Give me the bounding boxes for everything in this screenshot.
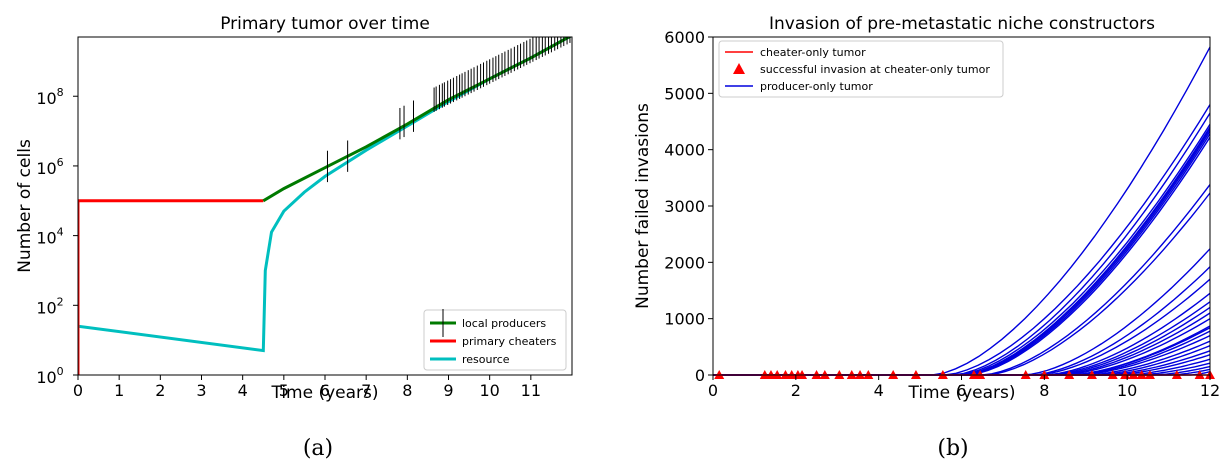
panel-b-x-ticks: 0 2 4 6 8 10 12 (708, 375, 1220, 400)
panel-a-title: Primary tumor over time (220, 14, 430, 34)
x-tick-label: 11 (521, 381, 541, 400)
x-tick-label: 0 (73, 381, 83, 400)
panel-a-legend: local producers primary cheaters resource (423, 309, 567, 371)
panel-a: Primary tumor over time Time (years) Num… (15, 14, 573, 461)
x-tick-label: 9 (443, 381, 453, 400)
legend-label: resource (462, 353, 510, 366)
y-tick-label: 0 (695, 366, 705, 385)
producer-line (713, 136, 1211, 376)
producer-line (713, 192, 1211, 376)
y-tick-label: 104 (36, 226, 63, 248)
producer-line (713, 350, 1211, 376)
x-tick-label: 10 (479, 381, 499, 400)
y-tick-label: 106 (36, 156, 63, 178)
panel-a-ylabel: Number of cells (15, 139, 35, 273)
producer-line (713, 292, 1211, 376)
x-tick-label: 4 (874, 381, 884, 400)
legend-label: successful invasion at cheater-only tumo… (760, 63, 990, 76)
x-tick-label: 1 (114, 381, 124, 400)
producer-line (713, 46, 1211, 376)
producer-line (713, 104, 1211, 376)
series-primary-cheaters (78, 199, 264, 375)
x-tick-label: 7 (361, 381, 371, 400)
producer-line (713, 123, 1211, 376)
producer-line (713, 128, 1211, 376)
panel-b-y-ticks: 0 1000 2000 3000 4000 5000 6000 (664, 28, 713, 385)
producer-line (713, 126, 1211, 376)
producer-line (713, 312, 1211, 376)
y-tick-label: 100 (36, 365, 63, 387)
panel-a-xlabel: Time (years) (270, 383, 378, 403)
legend-label: cheater-only tumor (760, 46, 866, 59)
panel-b-series (713, 46, 1211, 376)
x-tick-label: 4 (238, 381, 248, 400)
producer-line (713, 112, 1211, 376)
legend-label: local producers (462, 317, 546, 330)
y-tick-label: 6000 (664, 28, 705, 47)
producer-line (713, 278, 1211, 376)
panel-b-caption: (b) (937, 436, 968, 461)
x-tick-label: 12 (1200, 381, 1220, 400)
producer-line (713, 345, 1211, 376)
x-tick-label: 0 (708, 381, 718, 400)
legend-box (718, 40, 1004, 98)
legend-label: producer-only tumor (760, 80, 873, 93)
y-tick-label: 2000 (664, 253, 705, 272)
x-tick-label: 8 (402, 381, 412, 400)
panel-a-x-ticks: 0 1 2 3 4 5 6 7 8 9 10 11 (73, 375, 541, 400)
producer-line (713, 248, 1211, 376)
panel-b-xlabel: Time (years) (907, 383, 1015, 403)
x-tick-label: 10 (1117, 381, 1137, 400)
legend-label: primary cheaters (462, 335, 557, 348)
producer-line (713, 133, 1211, 376)
panel-a-y-ticks: 100 102 104 106 108 (36, 86, 78, 387)
producer-line (713, 306, 1211, 376)
panel-a-invasion-marks (326, 37, 571, 183)
x-tick-label: 8 (1039, 381, 1049, 400)
producer-line (713, 184, 1211, 376)
x-tick-label: 3 (196, 381, 206, 400)
x-tick-label: 2 (791, 381, 801, 400)
panel-b-ylabel: Number failed invasions (633, 103, 653, 309)
x-tick-label: 5 (279, 381, 289, 400)
producer-line (713, 334, 1211, 376)
legend-triangle-icon (733, 63, 745, 74)
panel-b-title: Invasion of pre-metastatic niche constru… (769, 14, 1155, 34)
producer-line (713, 266, 1211, 376)
x-tick-label: 6 (956, 381, 966, 400)
series-local-producers (262, 37, 572, 203)
panel-b-legend: cheater-only tumor successful invasion at… (718, 40, 1004, 98)
panel-b: Invasion of pre-metastatic niche constru… (633, 14, 1220, 461)
x-tick-label: 6 (320, 381, 330, 400)
y-tick-label: 1000 (664, 310, 705, 329)
y-tick-label: 102 (36, 295, 63, 317)
y-tick-label: 108 (36, 86, 63, 108)
producer-line (713, 318, 1211, 376)
producer-line (713, 340, 1211, 376)
y-tick-label: 4000 (664, 141, 705, 160)
y-tick-label: 3000 (664, 197, 705, 216)
legend-box (423, 309, 567, 371)
series-resource (78, 37, 572, 353)
y-tick-label: 5000 (664, 84, 705, 103)
producer-line (713, 130, 1211, 376)
panel-a-caption: (a) (303, 436, 333, 461)
x-tick-label: 2 (155, 381, 165, 400)
